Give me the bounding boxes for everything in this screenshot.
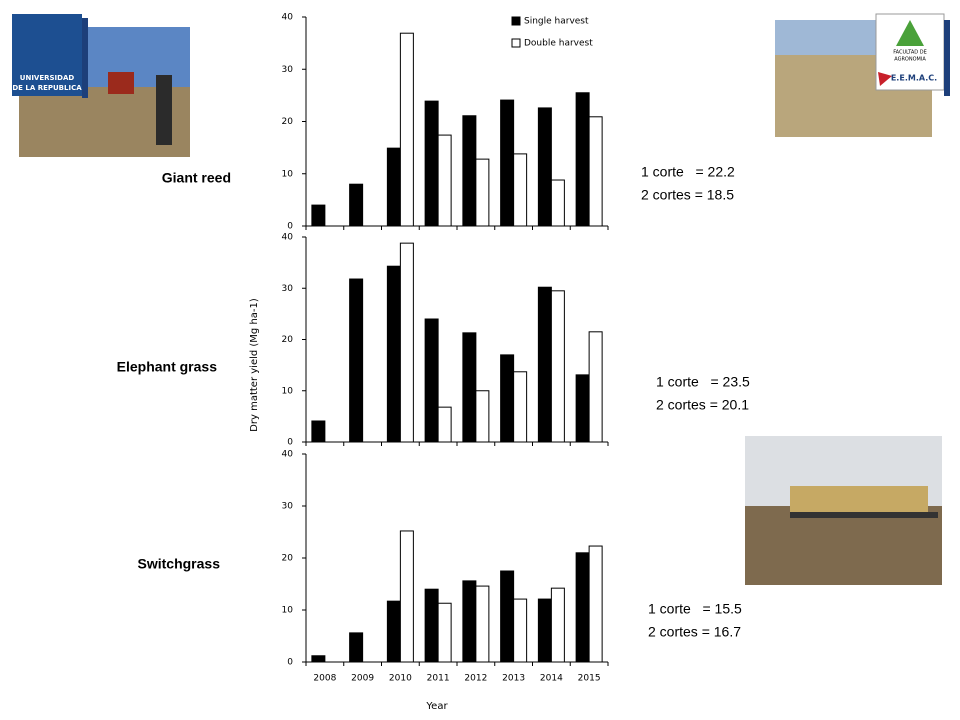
x-tick-label: 2012 — [464, 674, 487, 684]
bar — [424, 318, 439, 443]
bar — [399, 242, 414, 443]
bar — [588, 116, 603, 227]
bar — [311, 204, 326, 227]
y-tick-label: 20 — [282, 554, 294, 564]
bar — [386, 600, 401, 663]
x-tick-label: 2008 — [313, 674, 336, 684]
y-tick-label: 20 — [282, 335, 294, 345]
x-tick-label: 2010 — [389, 674, 412, 684]
legend-label: Double harvest — [524, 39, 593, 49]
bar — [575, 92, 590, 227]
tractor — [108, 72, 134, 94]
legend-swatch — [511, 38, 521, 48]
bar — [588, 545, 603, 663]
bar — [537, 286, 552, 443]
y-tick-label: 10 — [282, 169, 294, 179]
logo-text: FACULTAD DE — [893, 50, 927, 56]
logo-shadow — [944, 20, 950, 96]
trailer — [790, 512, 938, 518]
bar — [550, 179, 565, 227]
bar — [550, 587, 565, 663]
annotation: 1 corte = 22.2 — [641, 164, 735, 180]
bar — [399, 32, 414, 227]
y-tick-label: 0 — [287, 222, 293, 232]
annotation: 1 corte = 15.5 — [648, 601, 742, 617]
chart-title: Switchgrass — [138, 556, 221, 572]
y-tick-label: 40 — [282, 13, 294, 23]
y-tick-label: 20 — [282, 117, 294, 127]
bar — [550, 290, 565, 443]
chart-title: Giant reed — [162, 170, 231, 186]
bar — [475, 390, 490, 443]
bar — [462, 580, 477, 663]
university-logo — [12, 14, 82, 96]
y-axis-label: Dry matter yield (Mg ha-1) — [249, 298, 260, 432]
bar — [386, 265, 401, 443]
bar — [462, 115, 477, 227]
bar — [311, 655, 326, 663]
logo-shadow — [82, 18, 88, 98]
y-tick-label: 10 — [282, 606, 294, 616]
bar — [349, 278, 364, 443]
annotation: 1 corte = 23.5 — [656, 374, 750, 390]
legend-label: Single harvest — [524, 17, 589, 27]
y-tick-label: 40 — [282, 450, 294, 460]
bar — [475, 585, 490, 663]
logo-text: E.E.M.A.C. — [891, 74, 937, 83]
x-axis-label: Year — [425, 701, 448, 712]
bar — [462, 332, 477, 443]
x-tick-label: 2009 — [351, 674, 374, 684]
logo-text: AGRONOMIA — [894, 57, 926, 63]
bar — [500, 354, 515, 443]
bar — [588, 331, 603, 443]
bar — [513, 598, 528, 663]
bar — [575, 552, 590, 663]
bar — [500, 99, 515, 227]
annotation: 2 cortes = 16.7 — [648, 624, 741, 640]
person — [156, 75, 172, 145]
bar — [513, 371, 528, 443]
y-tick-label: 10 — [282, 386, 294, 396]
y-tick-label: 30 — [282, 502, 294, 512]
logo-icon — [878, 72, 892, 86]
y-tick-label: 0 — [287, 438, 293, 448]
x-tick-label: 2014 — [540, 674, 563, 684]
bar — [386, 147, 401, 227]
bar — [424, 588, 439, 663]
y-tick-label: 0 — [287, 658, 293, 668]
bar — [537, 107, 552, 227]
bar — [311, 420, 326, 443]
logo-text: DE LA REPUBLICA — [12, 84, 82, 92]
x-tick-label: 2013 — [502, 674, 525, 684]
bar — [475, 158, 490, 227]
y-tick-label: 30 — [282, 284, 294, 294]
bar — [513, 153, 528, 227]
bales — [790, 486, 928, 512]
annotation: 2 cortes = 20.1 — [656, 397, 749, 413]
y-tick-label: 30 — [282, 65, 294, 75]
bar — [349, 632, 364, 663]
bar — [437, 602, 452, 663]
logo-icon — [896, 20, 924, 46]
x-tick-label: 2011 — [427, 674, 450, 684]
bar — [349, 183, 364, 227]
annotation: 2 cortes = 18.5 — [641, 187, 734, 203]
bar — [537, 598, 552, 663]
bar — [437, 406, 452, 443]
chart-title: Elephant grass — [117, 359, 218, 375]
bar — [437, 134, 452, 227]
bar — [399, 530, 414, 663]
logo-text: UNIVERSIDAD — [20, 74, 75, 82]
y-tick-label: 40 — [282, 233, 294, 243]
bar — [424, 100, 439, 227]
bar — [500, 570, 515, 663]
x-tick-label: 2015 — [578, 674, 601, 684]
legend-swatch — [511, 16, 521, 26]
bar — [575, 374, 590, 443]
